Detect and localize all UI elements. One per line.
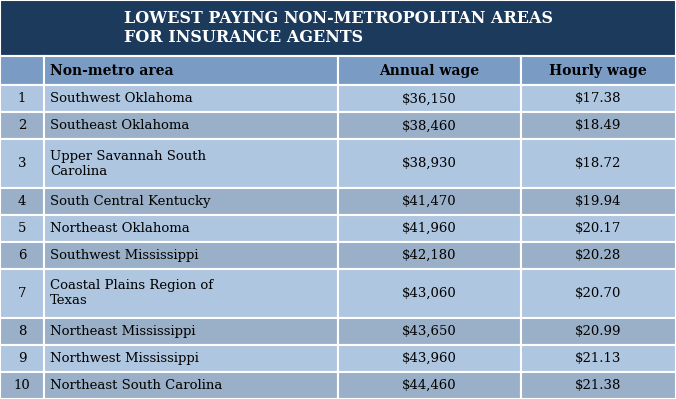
Bar: [0, 188, 44, 215]
Bar: [0, 215, 44, 242]
Text: Coastal Plains Region of
Texas: Coastal Plains Region of Texas: [50, 279, 213, 308]
Text: Northeast South Carolina: Northeast South Carolina: [50, 379, 222, 392]
Text: $41,470: $41,470: [402, 195, 456, 208]
Text: $42,180: $42,180: [402, 249, 456, 262]
Text: $18.72: $18.72: [575, 157, 621, 170]
Bar: [44, 85, 338, 113]
Bar: [521, 372, 676, 399]
Bar: [44, 318, 338, 345]
Bar: [0, 85, 44, 113]
Bar: [0, 0, 676, 56]
Text: $21.38: $21.38: [575, 379, 621, 392]
Text: 5: 5: [18, 222, 26, 235]
Bar: [521, 215, 676, 242]
Text: $20.99: $20.99: [575, 325, 621, 338]
Bar: [521, 345, 676, 372]
Bar: [338, 113, 521, 140]
Bar: [44, 113, 338, 140]
Text: Northeast Oklahoma: Northeast Oklahoma: [50, 222, 190, 235]
Bar: [44, 372, 338, 399]
Text: $43,060: $43,060: [402, 287, 456, 300]
Bar: [521, 85, 676, 113]
Bar: [521, 56, 676, 85]
Bar: [338, 318, 521, 345]
Text: 2: 2: [18, 119, 26, 132]
Text: $43,650: $43,650: [402, 325, 456, 338]
Text: 8: 8: [18, 325, 26, 338]
Bar: [44, 56, 338, 85]
Bar: [521, 242, 676, 269]
Text: $19.94: $19.94: [575, 195, 621, 208]
Text: 3: 3: [18, 157, 26, 170]
Text: 7: 7: [18, 287, 26, 300]
Bar: [0, 242, 44, 269]
Text: 6: 6: [18, 249, 26, 262]
Text: $17.38: $17.38: [575, 92, 621, 105]
Text: $38,460: $38,460: [402, 119, 456, 132]
Bar: [521, 113, 676, 140]
Text: $41,960: $41,960: [402, 222, 456, 235]
Bar: [44, 140, 338, 188]
Bar: [338, 215, 521, 242]
Text: 9: 9: [18, 352, 26, 365]
Bar: [338, 345, 521, 372]
Bar: [44, 242, 338, 269]
Text: 10: 10: [14, 379, 30, 392]
Text: $18.49: $18.49: [575, 119, 621, 132]
Bar: [338, 56, 521, 85]
Bar: [0, 372, 44, 399]
Text: 4: 4: [18, 195, 26, 208]
Text: $44,460: $44,460: [402, 379, 456, 392]
Bar: [44, 269, 338, 318]
Bar: [521, 269, 676, 318]
Bar: [0, 269, 44, 318]
Bar: [338, 242, 521, 269]
Text: $36,150: $36,150: [402, 92, 456, 105]
Text: Southeast Oklahoma: Southeast Oklahoma: [50, 119, 189, 132]
Text: Northeast Mississippi: Northeast Mississippi: [50, 325, 195, 338]
Bar: [44, 215, 338, 242]
Bar: [338, 85, 521, 113]
Text: Southwest Oklahoma: Southwest Oklahoma: [50, 92, 193, 105]
Text: $38,930: $38,930: [402, 157, 457, 170]
Text: 1: 1: [18, 92, 26, 105]
Text: LOWEST PAYING NON-METROPOLITAN AREAS
FOR INSURANCE AGENTS: LOWEST PAYING NON-METROPOLITAN AREAS FOR…: [124, 10, 552, 46]
Text: Hourly wage: Hourly wage: [550, 64, 647, 78]
Text: Northwest Mississippi: Northwest Mississippi: [50, 352, 199, 365]
Text: Non-metro area: Non-metro area: [50, 64, 174, 78]
Bar: [338, 372, 521, 399]
Text: $21.13: $21.13: [575, 352, 621, 365]
Bar: [521, 188, 676, 215]
Bar: [0, 140, 44, 188]
Bar: [521, 318, 676, 345]
Text: Upper Savannah South
Carolina: Upper Savannah South Carolina: [50, 150, 206, 178]
Bar: [44, 345, 338, 372]
Bar: [44, 188, 338, 215]
Text: Annual wage: Annual wage: [379, 64, 479, 78]
Text: South Central Kentucky: South Central Kentucky: [50, 195, 210, 208]
Bar: [0, 113, 44, 140]
Bar: [0, 345, 44, 372]
Bar: [338, 269, 521, 318]
Bar: [0, 318, 44, 345]
Text: $20.70: $20.70: [575, 287, 621, 300]
Text: $20.17: $20.17: [575, 222, 621, 235]
Text: Southwest Mississippi: Southwest Mississippi: [50, 249, 199, 262]
Bar: [0, 56, 44, 85]
Text: $43,960: $43,960: [402, 352, 457, 365]
Text: $20.28: $20.28: [575, 249, 621, 262]
Bar: [521, 140, 676, 188]
Bar: [338, 188, 521, 215]
Bar: [338, 140, 521, 188]
